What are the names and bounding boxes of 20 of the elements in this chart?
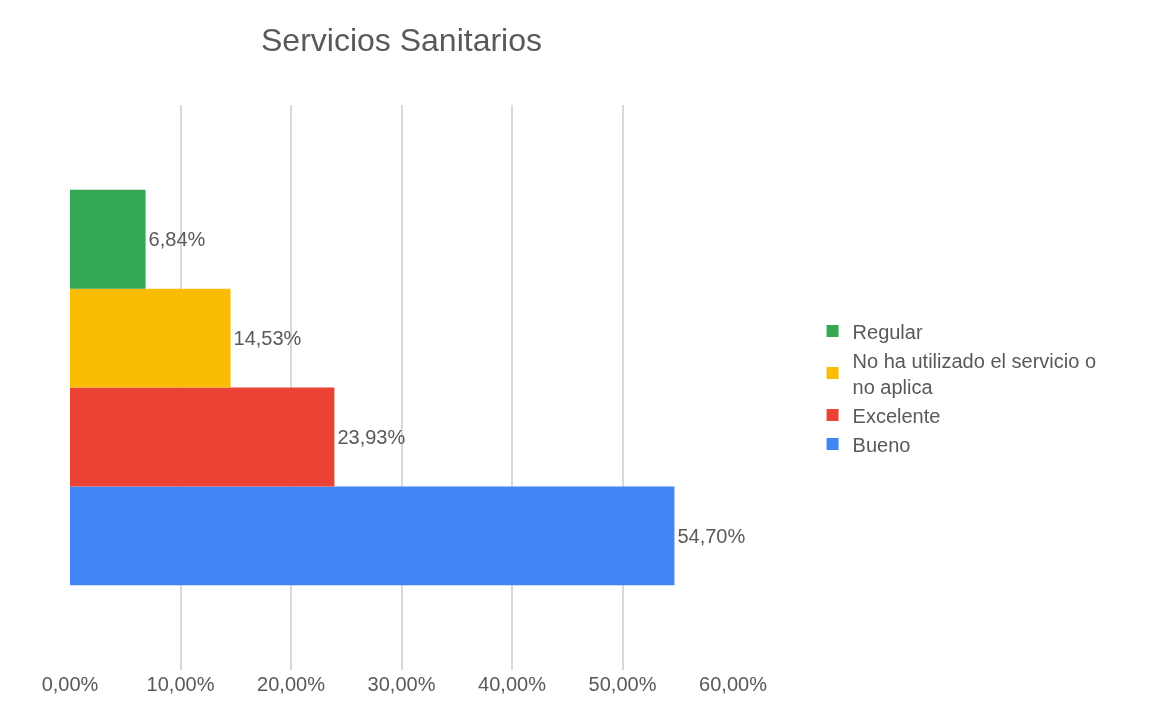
data-label: 14,53%: [233, 327, 302, 350]
data-label: 23,93%: [337, 425, 406, 448]
x-tick-label: 50,00%: [588, 673, 657, 695]
bar: [70, 189, 146, 289]
x-tick-label: 40,00%: [478, 673, 547, 695]
data-label: 54,70%: [677, 524, 746, 547]
x-tick-label: 0,00%: [41, 673, 99, 695]
x-tick-label: 30,00%: [367, 673, 436, 695]
legend-label: Excelente: [852, 404, 941, 427]
chart-title: Servicios Sanitarios: [261, 22, 542, 59]
bar: [70, 387, 335, 487]
legend-label: No ha utilizado el servicio o no aplica: [852, 349, 1097, 398]
data-label: 6,84%: [148, 228, 206, 251]
x-tick-label: 10,00%: [146, 673, 215, 695]
x-tick-label: 20,00%: [257, 673, 326, 695]
legend-label: Regular: [852, 320, 923, 343]
x-tick-label: 60,00%: [699, 673, 768, 695]
bar: [70, 288, 231, 388]
legend-label: Bueno: [852, 433, 911, 456]
bar: [70, 486, 675, 586]
